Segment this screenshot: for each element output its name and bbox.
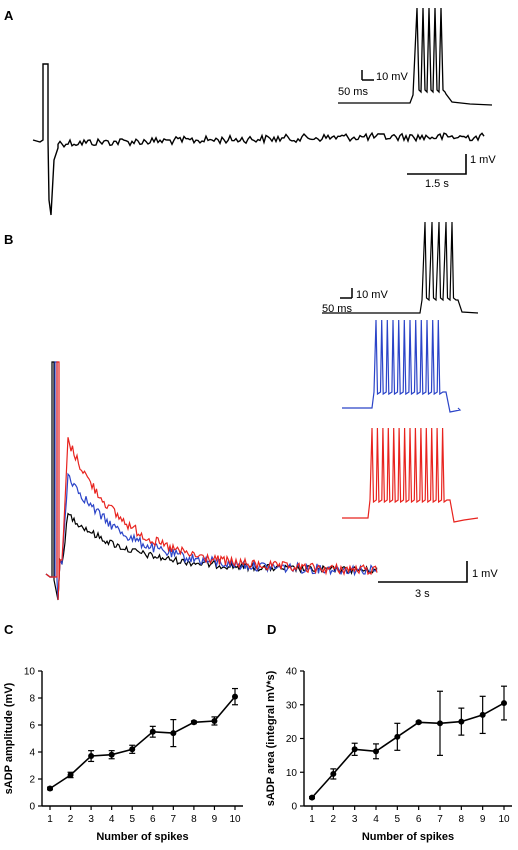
series-line: [311, 702, 505, 799]
panel-a-inset-scale-bar: [361, 70, 374, 81]
panel-a-letter: A: [4, 8, 14, 23]
data-point: [501, 700, 507, 707]
panel-b-inset-trace-blue: [342, 319, 462, 413]
data-point: [437, 720, 443, 727]
panel-a: A 10 mV 50 ms 1 mV 1.5 s: [4, 7, 496, 216]
x-axis-label: Number of spikes: [362, 831, 454, 843]
panel-a-voltage-scale-label: 1 mV: [470, 154, 496, 166]
panel-a-inset-voltage-label: 10 mV: [376, 71, 408, 83]
panel-b-letter: B: [4, 232, 13, 247]
panel-a-inset-time-label: 50 ms: [338, 86, 368, 98]
x-tick-label: 1: [309, 814, 315, 825]
x-axis-label: Number of spikes: [96, 831, 188, 843]
data-point: [211, 717, 218, 724]
panel-b-inset-voltage-label: 10 mV: [356, 289, 388, 301]
data-point: [458, 718, 465, 725]
panel-d: D 0 10 20 30 40 1 2 3 4 5 6 7 8 9 10 Number of spikes sA…: [265, 622, 512, 843]
panel-b-main-trace-red: [45, 361, 378, 601]
panel-b: B 10 mV 50 ms 1 mV 3 s: [4, 221, 498, 601]
x-tick-label: 7: [437, 814, 443, 825]
y-tick-label: 10: [286, 768, 298, 779]
panel-b-main-trace-black: [45, 361, 378, 601]
panel-a-main-trace: [32, 63, 485, 216]
x-tick-label: 6: [150, 814, 156, 825]
x-tick-label: 5: [129, 814, 135, 825]
y-axis-label: sADP amplitude (mV): [3, 682, 15, 794]
y-tick-label: 30: [286, 700, 298, 711]
panel-d-plot: 0 10 20 30 40 1 2 3 4 5 6 7 8 9 10 Number of spikes sADP…: [265, 667, 512, 843]
data-point: [129, 746, 136, 753]
y-tick-label: 8: [29, 694, 35, 705]
x-tick-label: 6: [416, 814, 422, 825]
y-tick-label: 2: [29, 775, 35, 786]
panel-a-time-scale-label: 1.5 s: [425, 178, 449, 190]
x-tick-label: 9: [480, 814, 486, 825]
panel-a-main-scale-bar: [407, 154, 467, 175]
data-point: [108, 751, 115, 758]
y-tick-label: 4: [29, 748, 35, 759]
x-tick-label: 7: [171, 814, 177, 825]
y-tick-label: 6: [29, 721, 35, 732]
data-point: [351, 746, 358, 753]
panel-b-inset-time-label: 50 ms: [322, 303, 352, 315]
panel-b-inset-trace-red: [342, 427, 479, 523]
x-tick-label: 8: [191, 814, 197, 825]
y-axis-label: sADP area (integral mV*s): [265, 670, 277, 806]
x-tick-label: 3: [88, 814, 94, 825]
data-point: [88, 753, 95, 760]
x-tick-label: 3: [352, 814, 358, 825]
x-tick-label: 1: [47, 814, 53, 825]
x-tick-label: 4: [109, 814, 115, 825]
data-point: [330, 770, 337, 777]
data-point: [373, 748, 379, 755]
data-point: [47, 785, 53, 792]
data-point: [67, 771, 74, 778]
series-line: [49, 696, 236, 790]
panel-a-inset-trace: [338, 7, 493, 106]
x-tick-label: 5: [395, 814, 401, 825]
data-point: [190, 719, 197, 726]
x-tick-label: 8: [459, 814, 465, 825]
data-point: [149, 728, 156, 735]
x-tick-label: 10: [229, 814, 241, 825]
y-tick-label: 10: [24, 667, 36, 678]
data-point: [309, 794, 315, 801]
data-point: [232, 693, 238, 700]
y-tick-label: 0: [29, 802, 35, 813]
panel-c-letter: C: [4, 622, 14, 637]
y-tick-label: 20: [286, 734, 298, 745]
data-point: [415, 719, 422, 726]
y-tick-label: 40: [286, 667, 298, 678]
panel-d-letter: D: [267, 622, 276, 637]
panel-b-main-scale-bar: [378, 561, 468, 583]
panel-b-inset-trace-black: [322, 221, 479, 314]
x-tick-label: 10: [498, 814, 510, 825]
panel-b-voltage-scale-label: 1 mV: [472, 568, 498, 580]
data-point: [394, 733, 401, 740]
x-tick-label: 4: [373, 814, 379, 825]
y-tick-label: 0: [291, 802, 297, 813]
panel-b-inset-scale-bar: [340, 288, 353, 299]
x-tick-label: 2: [331, 814, 337, 825]
panel-b-time-scale-label: 3 s: [415, 588, 430, 600]
data-point: [479, 711, 486, 718]
data-point: [170, 730, 177, 737]
x-tick-label: 9: [212, 814, 218, 825]
x-tick-label: 2: [68, 814, 74, 825]
